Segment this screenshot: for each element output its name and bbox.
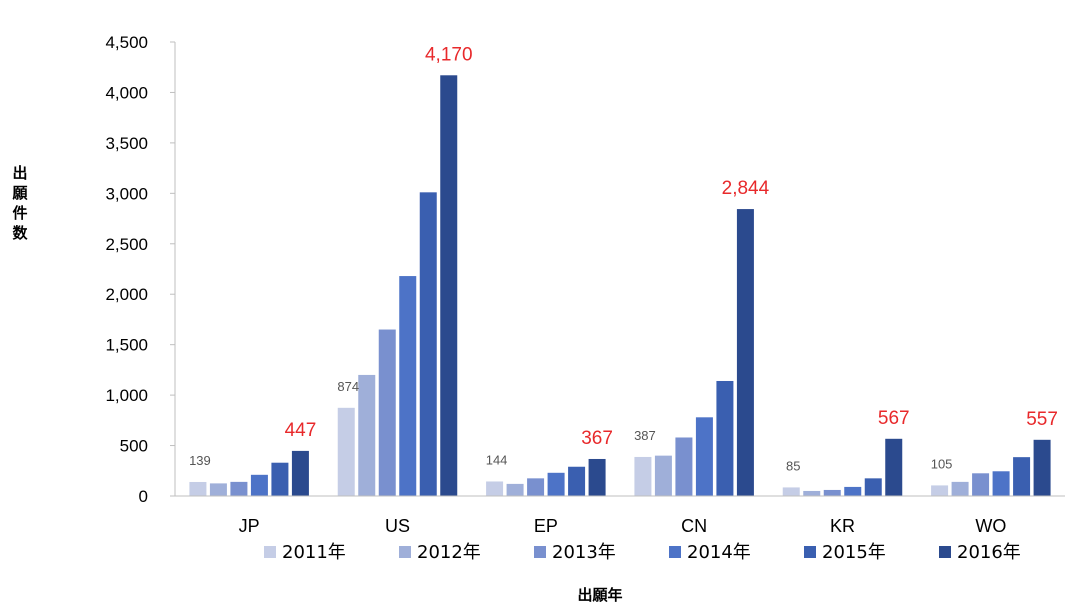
y-tick-label: 3,000 [105, 184, 148, 203]
y-axis-title-char: 出 [12, 164, 27, 182]
y-tick-label: 500 [120, 437, 148, 456]
legend: 2011年 2012年 2013年 2014年 2015年 2016年 [264, 542, 1021, 563]
bar [1033, 439, 1051, 496]
bar [803, 490, 821, 496]
bar [1013, 457, 1031, 496]
bar [440, 75, 458, 496]
bar [675, 437, 693, 496]
y-axis-title-char: 数 [12, 224, 28, 242]
bar [931, 485, 949, 496]
bar [864, 478, 882, 496]
y-tick-label: 3,500 [105, 134, 148, 153]
y-tick-label: 2,500 [105, 235, 148, 254]
legend-label: 2011年 [282, 542, 346, 563]
legend-label: 2014年 [687, 542, 751, 563]
bar [695, 417, 713, 496]
bar [337, 407, 355, 496]
legend-swatch [669, 546, 681, 558]
bar [250, 474, 268, 496]
bar [209, 483, 227, 496]
bar [399, 276, 417, 496]
bar [823, 489, 841, 496]
data-label-last: 367 [581, 428, 613, 449]
data-labels: 139 447 874 4,170 144 367 387 2,844 85 567 105 557 [189, 44, 1058, 473]
data-label-first: 387 [634, 428, 656, 443]
bar [716, 380, 734, 496]
legend-label: 2012年 [417, 542, 481, 563]
bar [189, 481, 207, 496]
data-label-first: 85 [786, 458, 800, 473]
legend-swatch [534, 546, 546, 558]
legend-label: 2016年 [957, 542, 1021, 563]
legend-label: 2015年 [822, 542, 886, 563]
bar [992, 471, 1010, 496]
y-tick-label: 2,000 [105, 285, 148, 304]
bar [419, 192, 437, 496]
x-tick-label: JP [239, 516, 260, 536]
bar [358, 374, 376, 496]
y-tick-label: 4,000 [105, 83, 148, 102]
data-label-first: 144 [486, 452, 508, 467]
y-axis-title-char: 願 [12, 184, 28, 202]
bar [972, 473, 990, 496]
y-tick-label: 1,000 [105, 386, 148, 405]
bar [588, 458, 606, 496]
data-label-last: 2,844 [722, 178, 770, 199]
bar [547, 472, 565, 496]
x-axis-title: 出願年 [577, 586, 622, 604]
x-tick-label: EP [534, 516, 558, 536]
bar [506, 483, 524, 496]
data-label-last: 567 [878, 408, 910, 429]
bar [378, 329, 396, 496]
bar [782, 487, 800, 496]
data-label-first: 105 [931, 456, 953, 471]
x-tick-label: KR [830, 516, 855, 536]
bar [230, 481, 248, 496]
legend-label: 2013年 [552, 542, 616, 563]
legend-swatch [399, 546, 411, 558]
x-axis: JP US EP CN KR WO [175, 495, 1065, 536]
bar [486, 481, 504, 496]
y-tick-label: 0 [139, 487, 148, 506]
data-label-last: 557 [1026, 409, 1058, 430]
data-label-first: 874 [337, 379, 359, 394]
bar [885, 438, 903, 496]
legend-swatch [939, 546, 951, 558]
bars [189, 75, 1051, 496]
y-tick-label: 4,500 [105, 33, 148, 52]
data-label-first: 139 [189, 453, 211, 468]
x-tick-label: CN [681, 516, 707, 536]
bar [951, 481, 969, 496]
bar [634, 456, 652, 496]
bar [844, 486, 862, 496]
x-tick-label: WO [975, 516, 1006, 536]
bar [654, 455, 672, 496]
bar [291, 450, 309, 496]
bar [527, 478, 545, 496]
bar [271, 462, 289, 496]
x-tick-label: US [385, 516, 410, 536]
data-label-last: 4,170 [425, 44, 473, 65]
bar [736, 209, 754, 496]
data-label-last: 447 [285, 420, 317, 441]
legend-swatch [804, 546, 816, 558]
y-tick-label: 1,500 [105, 336, 148, 355]
bar [568, 466, 586, 496]
y-axis: 0 500 1,000 1,500 2,000 2,500 3,000 3,500 4,000 4… [105, 33, 176, 506]
legend-swatch [264, 546, 276, 558]
y-axis-title-char: 件 [12, 204, 27, 222]
